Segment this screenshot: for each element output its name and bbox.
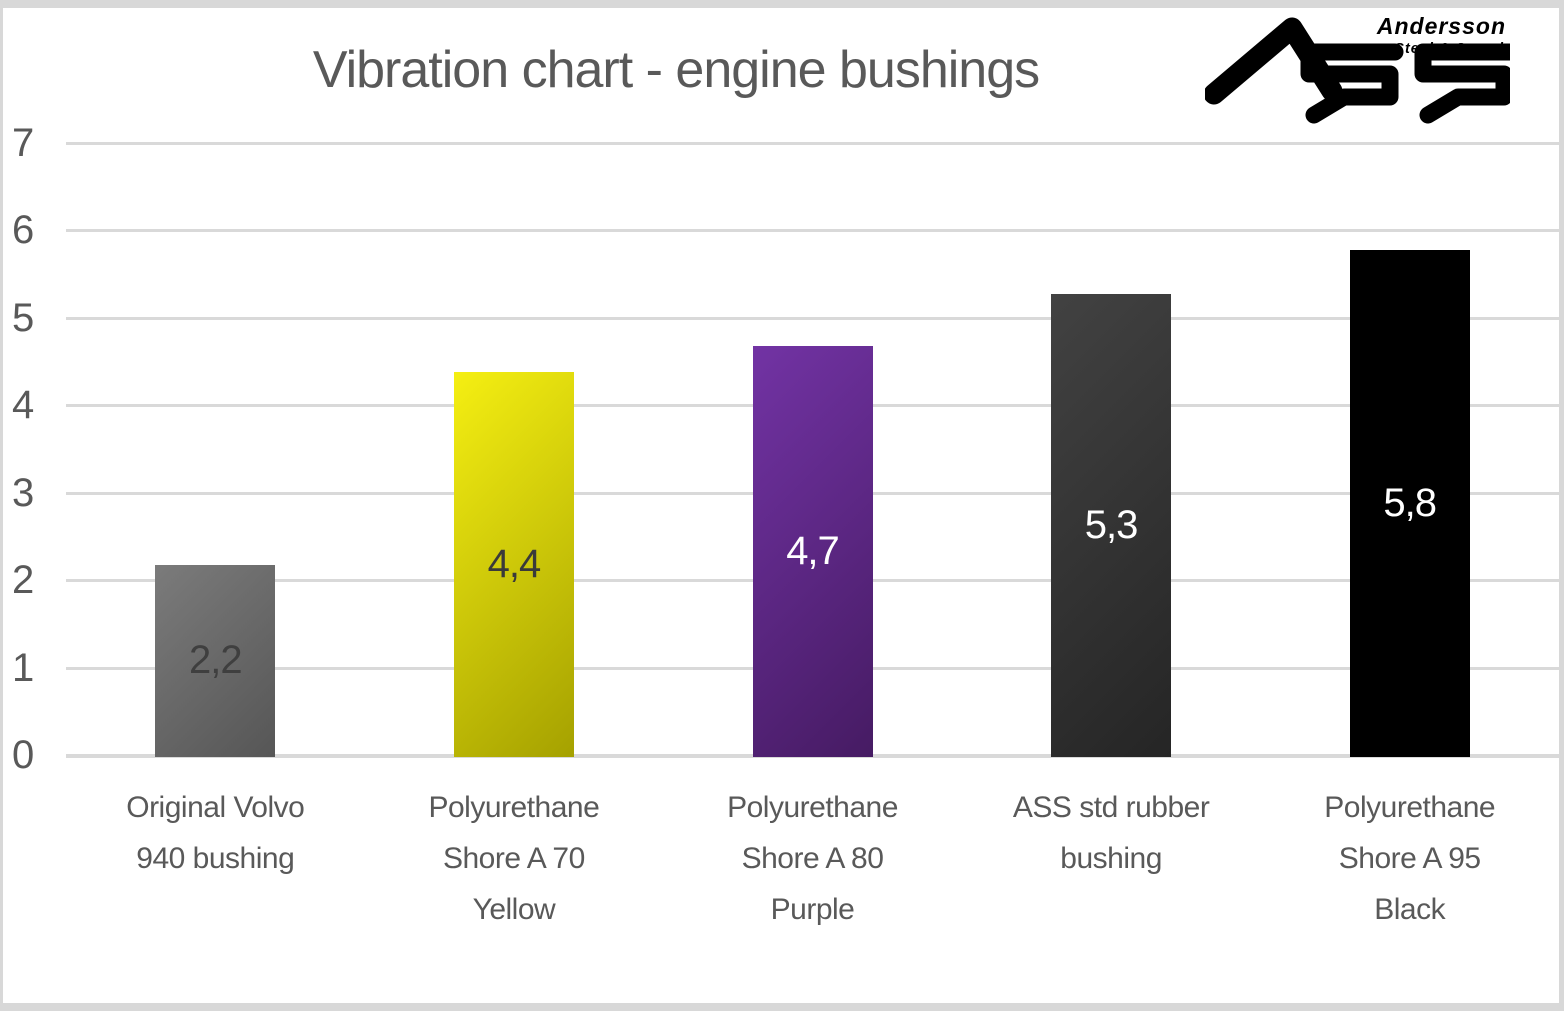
andersson-steel-and-speed-logo: Andersson Steel & Speed [1205,13,1510,124]
chart-title: Vibration chart - engine bushings [312,41,1040,99]
bar-2: 4,4 [453,372,574,757]
bar-value-label: 4,7 [786,529,840,574]
bar-4: 5,3 [1051,293,1172,757]
bar-3: 4,7 [752,346,873,757]
category-label: Polyurethane Shore A 95 Black [1324,791,1496,926]
logo-mark-a55-icon [1205,17,1510,124]
bar-1: 2,2 [155,564,276,757]
y-tick-label: 6 [12,208,35,253]
bar-value-label: 5,8 [1383,480,1437,525]
y-tick-label: 5 [12,295,35,340]
y-tick-label: 2 [12,558,35,603]
y-tick-label: 7 [12,121,35,165]
bar-value-label: 5,3 [1084,502,1139,547]
bar-value-label: 4,4 [487,542,542,587]
gridline [66,229,1559,233]
y-tick-label: 0 [12,733,35,777]
category-label: Polyurethane Shore A 80 Purple [727,791,898,926]
bar-value-label: 2,2 [188,638,243,683]
category-label: ASS std rubber bushing [1012,791,1210,875]
y-tick-label: 3 [12,470,35,515]
category-label: Polyurethane Shore A 70 Yellow [428,791,600,926]
gridline [66,316,1559,320]
bar-5: 5,8 [1349,249,1470,757]
y-tick-label: 4 [12,383,35,428]
category-label: Original Volvo 940 bushing [126,791,305,875]
logo-line1: Andersson [1376,13,1506,39]
y-tick-label: 1 [12,645,35,690]
gridline [66,142,1559,145]
